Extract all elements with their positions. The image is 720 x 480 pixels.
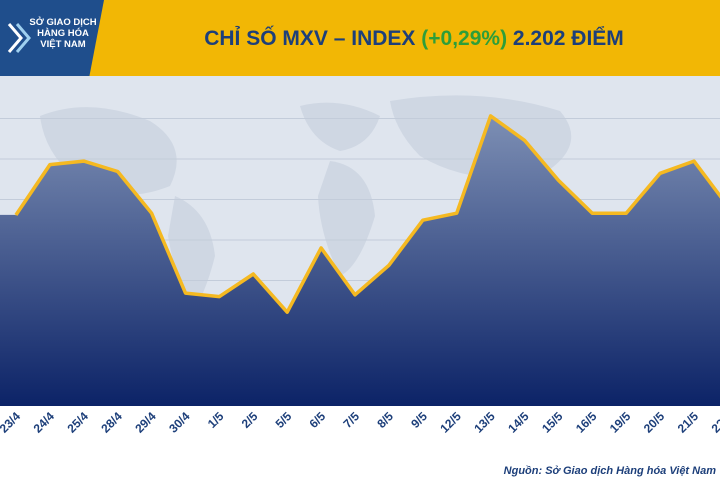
- title-prefix: CHỈ SỐ MXV – INDEX: [204, 27, 416, 50]
- x-tick-label: 22/5: [709, 409, 720, 436]
- data-point-23/4: [15, 214, 17, 216]
- title-change: (+0,29%): [421, 27, 508, 50]
- data-point-19/5: [625, 212, 627, 214]
- data-point-8/5: [388, 264, 390, 266]
- data-point-28/4: [117, 171, 119, 173]
- data-point-25/4: [83, 160, 85, 162]
- header-bar: SỞ GIAO DỊCH HÀNG HÓA VIỆT NAM CHỈ SỐ MX…: [0, 0, 720, 84]
- chart-title: CHỈ SỐ MXV – INDEX (+0,29%) 2.202 ĐIỂM: [108, 27, 720, 51]
- title-value: 2.202 ĐIỂM: [512, 27, 624, 50]
- logo-line-1: SỞ GIAO DỊCH: [29, 17, 97, 28]
- chart-area: 23/4 24/4 25/4 28/4 29/4 30/4 1/5 2/5 5/5 6/5 7/5 8…: [0, 76, 720, 480]
- data-point-13/5: [490, 115, 492, 117]
- data-point-1/5: [218, 296, 220, 298]
- x-axis-band: [0, 406, 720, 480]
- data-point-12/5: [456, 212, 458, 214]
- data-point-2/5: [252, 273, 254, 275]
- logo-line-3: VIỆT NAM: [40, 39, 86, 50]
- data-point-16/5: [591, 212, 593, 214]
- area-fill: [0, 115, 720, 406]
- data-point-7/5: [354, 294, 356, 296]
- logo-text: SỞ GIAO DỊCH HÀNG HÓA VIỆT NAM: [28, 17, 98, 50]
- data-point-29/4: [151, 212, 153, 214]
- data-point-21/5: [693, 160, 695, 162]
- data-point-24/4: [49, 164, 51, 166]
- data-point-9/5: [422, 219, 424, 221]
- data-point-30/4: [185, 292, 186, 294]
- index-line: [14, 114, 720, 314]
- data-point-14/5: [524, 139, 525, 141]
- data-point-6/5: [320, 247, 322, 249]
- logo-arrows-icon: [7, 23, 31, 53]
- source-note: Nguồn: Sở Giao dịch Hàng hóa Việt Nam: [503, 465, 716, 477]
- logo-line-2: HÀNG HÓA: [37, 28, 89, 39]
- data-point-15/5: [557, 179, 559, 181]
- exchange-logo: SỞ GIAO DỊCH HÀNG HÓA VIỆT NAM: [0, 0, 104, 76]
- data-point-20/5: [659, 172, 661, 174]
- data-point-5/5: [286, 311, 288, 313]
